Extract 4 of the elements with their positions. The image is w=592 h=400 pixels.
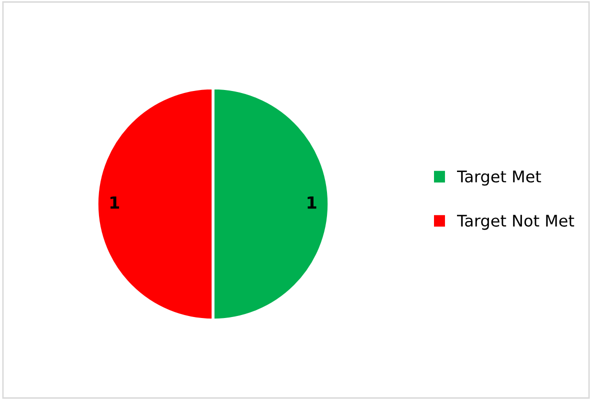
data-label: 1 xyxy=(110,196,120,209)
legend-label: Target Met xyxy=(457,170,542,186)
legend-label: Target Not Met xyxy=(457,214,574,230)
data-label: 1 xyxy=(308,196,316,209)
